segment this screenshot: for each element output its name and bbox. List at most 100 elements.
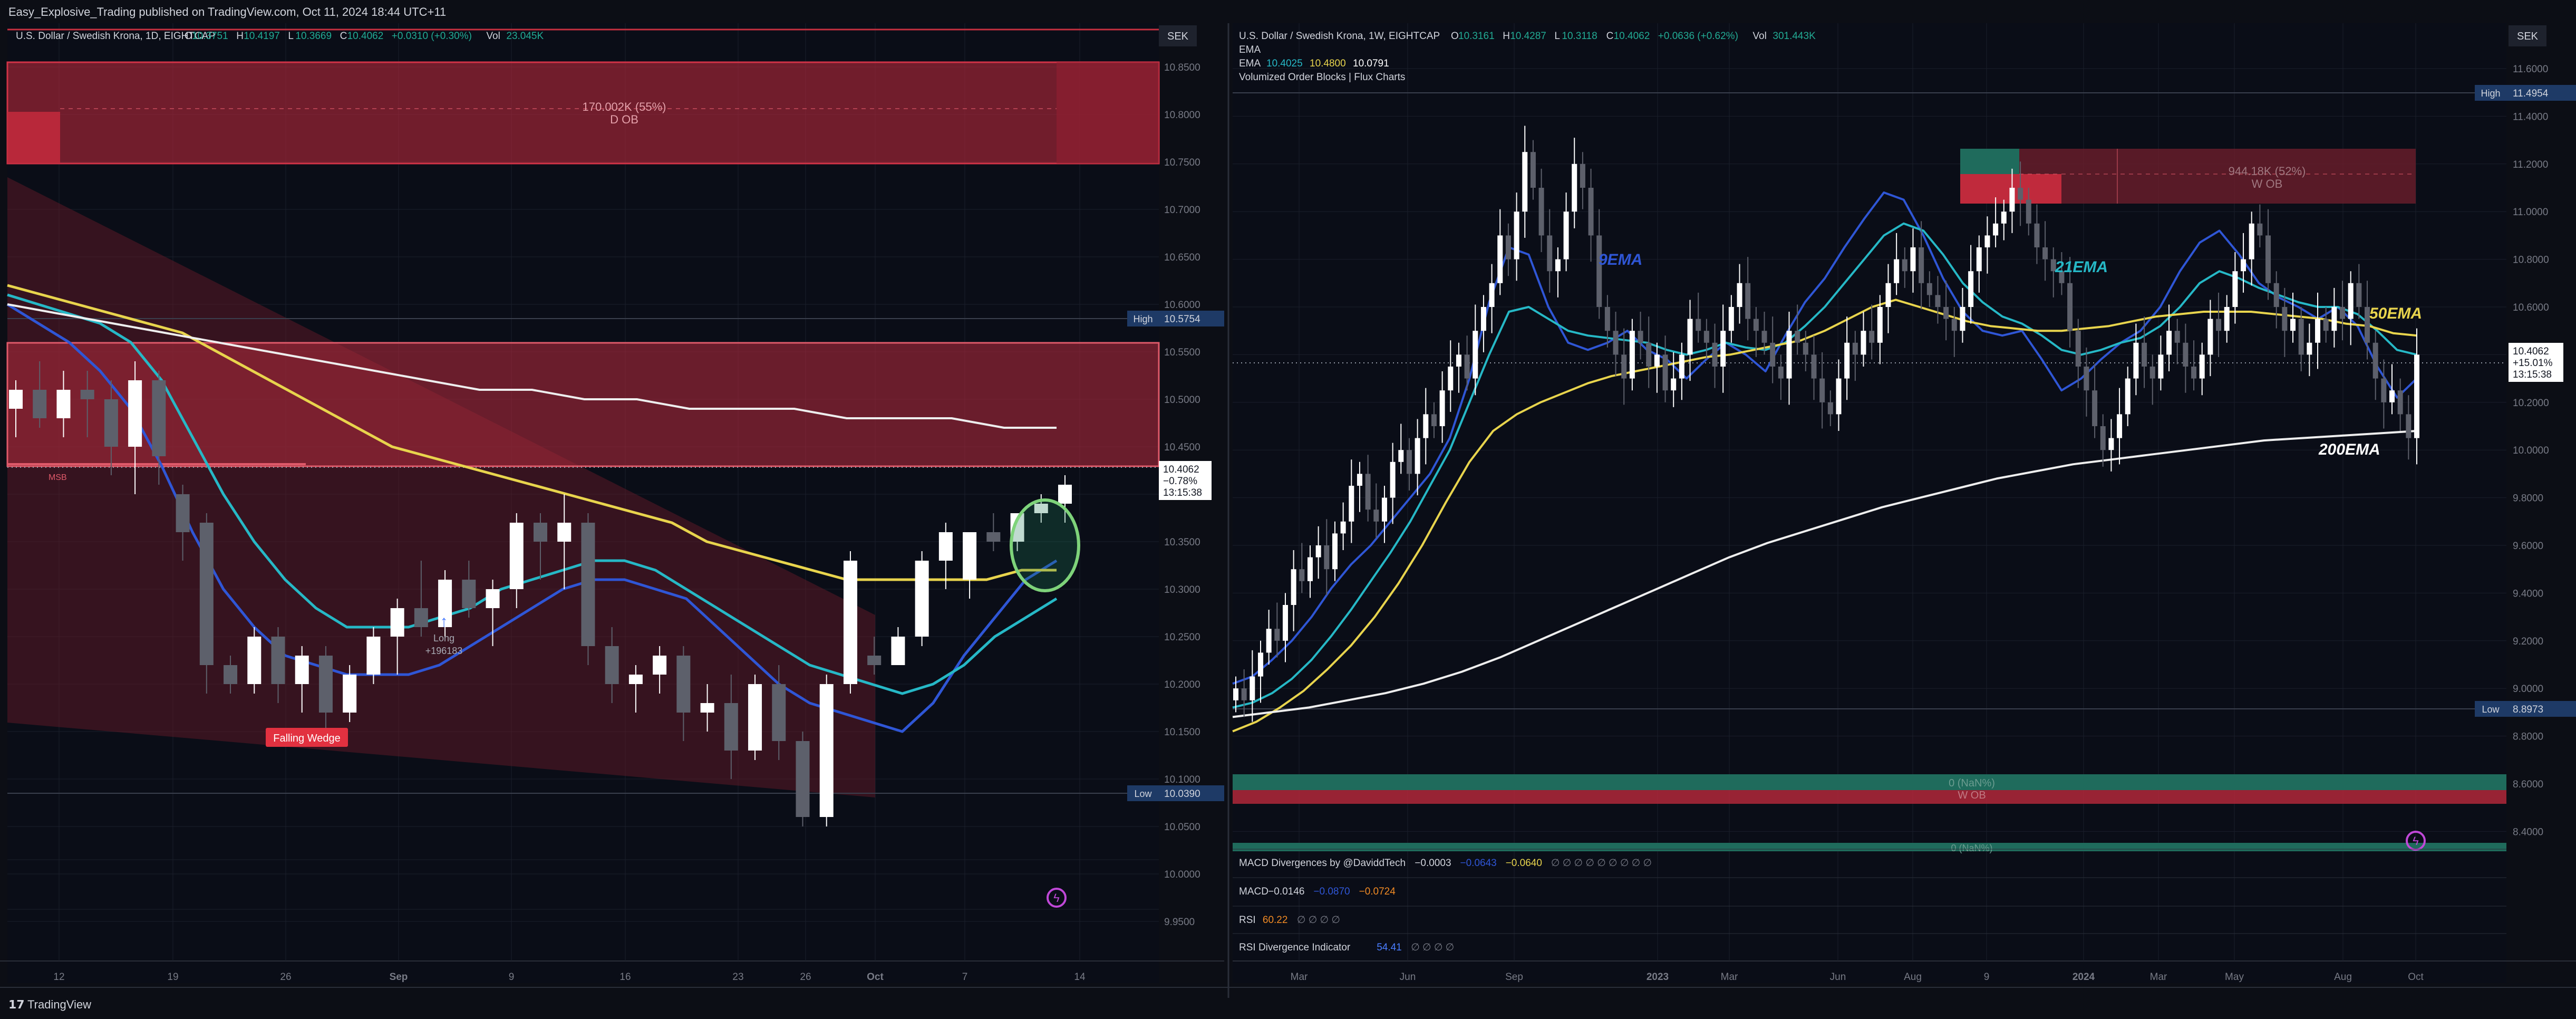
right-candle-body [1439,390,1445,426]
indicator-legend-row[interactable]: RSI Divergence Indicator 54.41 ∅ ∅ ∅ ∅ [1239,942,1454,953]
left-price-axis[interactable] [1159,23,1224,983]
tradingview-logo[interactable]: 𝟭𝟳 TradingView [8,998,91,1011]
right-price-label: 11.2000 [2513,159,2548,170]
right-candle-body [2067,283,2073,331]
ema50-label: 50EMA [2369,305,2422,322]
right-candle-body [2001,212,2007,224]
right-time-label: Oct [2408,972,2424,983]
left-chart-title: U.S. Dollar / Swedish Krona, 1D, EIGHTCA… [16,31,215,42]
right-candle-body [2356,283,2362,307]
left-time-label: 19 [167,972,178,983]
right-ema-legend-v1: 10.4025 [1266,58,1303,69]
right-candle-body [1604,307,1610,331]
right-candle-body [1935,295,1941,307]
right-candle-body [1795,331,1800,343]
right-candle-body [2323,319,2329,331]
right-candle-body [2149,367,2155,379]
left-time-label: 26 [280,972,291,983]
green-highlight-circle [1010,498,1080,592]
right-candle-body [1902,259,1907,272]
right-candle-body [1505,235,1511,259]
right-candle-body [2117,414,2123,438]
indicator-legend-row[interactable]: RSI 60.22 ∅ ∅ ∅ ∅ [1239,915,1340,926]
right-candle-body [2133,342,2139,379]
left-candle-body [462,580,476,608]
right-candle-body [2216,319,2222,331]
left-ohlc-key: H [236,31,244,42]
right-candle-body [1993,223,1999,236]
left-candle-body [700,703,714,713]
right-candle-body [2108,438,2114,450]
right-candle-body [2224,307,2230,331]
right-indicator-legends: MACD Divergences by @DaviddTech −0.0003 −0… [1233,849,2506,953]
left-price-label: 10.3000 [1164,584,1200,595]
left-last-price: 10.4062 [1163,464,1199,475]
right-candle-body [1712,342,1718,367]
left-candle-body [390,608,404,637]
left-high-tag-value: 10.5754 [1164,314,1200,325]
right-candle-body [2298,319,2304,355]
right-ohlc-key: L [1554,31,1560,42]
right-candle-body [1390,462,1396,498]
left-time-label: 23 [732,972,743,983]
falling-wedge-badge-bg [266,728,348,747]
right-candle-body [1480,307,1486,331]
right-price-labels: 11.6000 11.4000 11.2000 11.0000 10.8000 10.60… [2513,64,2549,838]
right-candle-body [2249,223,2254,259]
right-currency-badge[interactable]: SEK [2509,25,2546,46]
right-candle-body [1728,307,1734,331]
right-candle-body [1398,450,1404,462]
left-time-labels: 12 19 26 Sep 9 16 23 26 Oct 7 14 [53,972,1086,983]
right-time-label: Jun [1830,972,1846,983]
left-price-label: 10.2500 [1164,632,1200,643]
right-ohlc-key: H [1503,31,1510,42]
left-candle-body [867,656,882,665]
right-candle-body [1654,354,1660,367]
long-volume: +196183 [425,646,463,656]
falling-wedge-badge: Falling Wedge [266,728,348,747]
left-ema-line-50ema [7,284,1057,581]
left-lightning-icon[interactable]: ϟ [1047,888,1067,908]
right-candle-body [1951,319,1957,331]
right-candle-body [1555,259,1561,272]
left-candle-body [247,637,262,684]
left-ema-line-21ema [7,293,1058,695]
left-currency-badge[interactable]: SEK [1159,25,1197,46]
right-lightning-icon[interactable]: ϟ [2406,831,2426,851]
right-candle-body [1572,164,1577,212]
left-candle-body [33,390,47,418]
left-lightning-ring [1047,888,1067,908]
right-candle-body [1926,283,1932,295]
left-candle-body [724,703,738,751]
right-candle-body [1332,533,1338,570]
right-ohlc-legend: O 10.3161 H 10.4287 L 10.3118 C 10.4062 +0.0636 … [1451,31,1816,42]
left-low-tag-value: 10.0390 [1164,789,1200,800]
indicator-legend-row[interactable]: MACD Divergences by @DaviddTech −0.0003 −0… [1239,858,1652,869]
right-price-label: 9.4000 [2513,588,2543,599]
right-last-price-tag: 10.4062 +15.01% 13:15:38 [2509,343,2563,382]
left-candle-body [343,675,357,713]
right-low-value-bg [2506,701,2576,717]
left-candle-body [366,637,381,675]
right-candle-body [1976,247,1982,272]
right-candle-body [2174,331,2180,343]
right-candle-body [1819,378,1825,402]
left-d-ob-inner [7,112,60,164]
right-candle-body [2265,235,2271,283]
right-ohlc-key: C [1606,31,1614,42]
right-candle-body [2092,390,2098,426]
ema200-label: 200EMA [2318,441,2380,458]
left-candle-body [748,684,762,751]
indicator-name: MACD Divergences by @DaviddTech [1239,858,1406,869]
right-candle-body [2241,259,2246,272]
left-time-label: Sep [390,972,408,983]
right-candle-body [1415,438,1420,474]
left-price-label: 10.5500 [1164,347,1200,358]
right-time-label: Mar [1721,972,1738,983]
right-price-axis[interactable] [2506,23,2576,983]
right-candle-body [1365,474,1371,510]
left-candle-body [486,589,500,608]
right-candle-body [1894,259,1900,283]
indicator-legend-row[interactable]: MACD −0.0146 −0.0870 −0.0724 [1239,886,1396,897]
left-time-label: 26 [800,972,811,983]
